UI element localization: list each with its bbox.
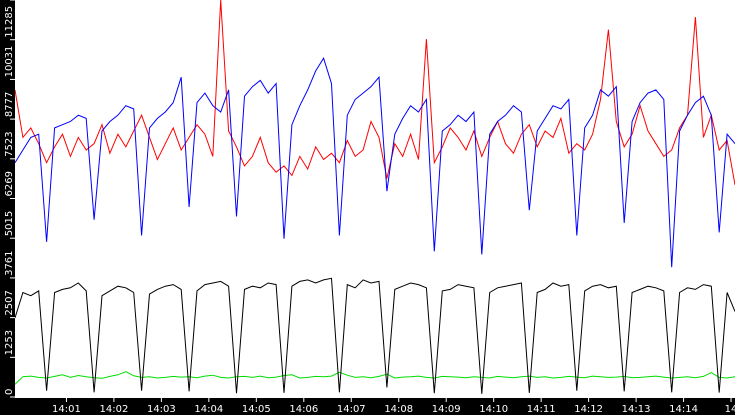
x-tick-label: 14:10 — [479, 404, 508, 415]
y-tick-label: 11285 — [4, 6, 15, 38]
y-axis: 0125325073761501562697523877710031112851… — [4, 0, 15, 398]
y-tick-label: 0 — [4, 389, 15, 395]
x-tick-label: 14:08 — [384, 404, 413, 415]
y-tick-label: 2507 — [4, 290, 15, 315]
y-tick-label: 3761 — [4, 250, 15, 275]
series-line-1 — [15, 277, 735, 394]
x-tick-label: 14:04 — [194, 404, 223, 415]
x-tick-label: 14:09 — [432, 404, 461, 415]
series-layer — [15, 0, 735, 394]
x-tick-label: 14:03 — [147, 404, 176, 415]
x-tick-label: 14:06 — [289, 404, 318, 415]
y-tick-label: 7523 — [4, 131, 15, 156]
x-tick-label: 14:02 — [99, 404, 128, 415]
y-tick-label: 1253 — [4, 330, 15, 355]
x-tick-label: 14 — [725, 404, 735, 415]
y-tick-label: 5015 — [4, 211, 15, 236]
y-tick-label: 8777 — [4, 92, 15, 117]
series-line-0 — [15, 371, 735, 385]
x-tick-label: 14:11 — [527, 404, 556, 415]
y-tick-label: 6269 — [4, 171, 15, 196]
x-axis: 14:01 14:02 14:03 14:04 14:05 14:06 14:07 14:08… — [52, 398, 735, 415]
x-tick-label: 14:01 — [52, 404, 81, 415]
y-tick-label: 10031 — [4, 46, 15, 78]
x-tick-label: 14:12 — [574, 404, 603, 415]
x-tick-label: 14:13 — [622, 404, 651, 415]
series-line-3 — [15, 57, 735, 268]
x-axis-strip — [0, 398, 735, 415]
x-tick-label: 14:14 — [669, 404, 698, 415]
x-tick-label: 14:05 — [242, 404, 271, 415]
plot-area — [15, 0, 735, 398]
y-axis-strip — [0, 0, 15, 415]
x-tick-label: 14:07 — [337, 404, 366, 415]
